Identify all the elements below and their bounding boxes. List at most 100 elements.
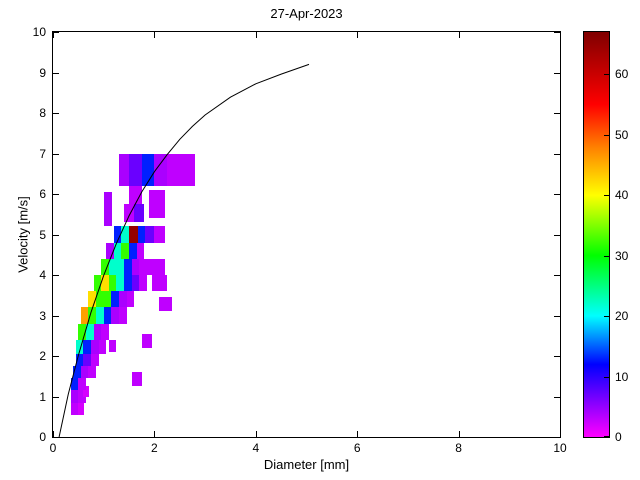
heatmap-cell xyxy=(154,153,168,186)
x-tick-label: 10 xyxy=(553,441,567,455)
heatmap-cell xyxy=(131,258,140,275)
tick-mark xyxy=(53,234,59,236)
tick-mark xyxy=(554,275,560,276)
y-tick-label: 6 xyxy=(39,187,46,201)
heatmap-cell xyxy=(103,191,113,227)
heatmap-cell xyxy=(126,291,135,308)
heatmap-cell xyxy=(83,339,91,354)
heatmap-cell xyxy=(108,339,117,352)
heatmap-cell xyxy=(118,153,130,186)
plot-area xyxy=(52,31,561,438)
heatmap-cell xyxy=(88,366,97,379)
heatmap-cell xyxy=(129,185,142,205)
y-tick-label: 7 xyxy=(39,146,46,161)
heatmap-cell xyxy=(141,333,152,348)
x-tick-label: 0 xyxy=(49,441,57,455)
heatmap-cell xyxy=(123,204,135,223)
colorbar-tick-label: 40 xyxy=(615,188,629,203)
x-tick-label: 2 xyxy=(151,441,158,455)
heatmap-cell xyxy=(70,390,79,403)
heatmap-cell xyxy=(93,275,102,292)
heatmap-cell xyxy=(91,353,99,367)
tick-mark xyxy=(604,195,609,197)
colorbar-tick-label: 50 xyxy=(615,127,629,142)
tick-mark xyxy=(53,437,59,438)
heatmap-cell xyxy=(75,353,84,367)
tick-mark xyxy=(357,32,359,38)
tick-mark xyxy=(554,396,560,398)
tick-mark xyxy=(604,134,609,136)
tick-mark xyxy=(554,113,560,114)
tick-mark xyxy=(53,356,59,357)
tick-mark xyxy=(53,32,59,33)
heatmap-cell xyxy=(73,366,81,379)
heatmap-cell xyxy=(167,153,180,186)
heatmap-cell xyxy=(129,226,138,243)
heatmap-cell xyxy=(129,242,137,259)
heatmap-cell xyxy=(101,258,109,275)
tick-mark xyxy=(554,315,560,317)
tick-mark xyxy=(604,255,609,257)
y-tick-label: 2 xyxy=(39,349,46,363)
tick-mark xyxy=(560,32,561,38)
tick-mark xyxy=(53,275,59,276)
y-tick-label: 10 xyxy=(32,25,46,39)
tick-mark xyxy=(554,153,560,155)
chart-title: 27-Apr-2023 xyxy=(270,6,343,21)
heatmap-cell xyxy=(80,307,89,324)
heatmap-cell xyxy=(103,291,112,308)
heatmap-cell xyxy=(159,297,173,312)
heatmap-cell xyxy=(123,258,132,275)
heatmap-cell xyxy=(149,258,165,275)
x-axis-label: Diameter [mm] xyxy=(263,457,350,472)
heatmap-cell xyxy=(179,153,195,186)
heatmap-cell xyxy=(118,291,127,308)
heatmap-cell xyxy=(111,291,119,308)
heatmap-cell xyxy=(75,339,84,354)
heatmap-cell xyxy=(141,153,155,186)
heatmap-cell xyxy=(139,275,147,292)
heatmap-cell xyxy=(98,339,107,354)
x-tick-label: 6 xyxy=(353,441,361,455)
heatmap-cell xyxy=(78,402,85,415)
colorbar-tick-label: 10 xyxy=(615,369,629,384)
heatmap-cell xyxy=(149,189,165,219)
tick-mark xyxy=(154,431,156,437)
tick-mark xyxy=(458,431,460,437)
heatmap-cell xyxy=(108,258,117,275)
tick-mark xyxy=(554,194,560,195)
heatmap-cell xyxy=(121,226,130,243)
heatmap-layer xyxy=(53,32,560,437)
tick-mark xyxy=(357,431,359,437)
heatmap-cell xyxy=(145,226,155,243)
heatmap-cell xyxy=(70,378,79,391)
heatmap-cell xyxy=(123,275,132,292)
heatmap-cell xyxy=(106,242,114,259)
heatmap-cell xyxy=(101,275,109,292)
tick-mark xyxy=(604,436,609,437)
heatmap-cell xyxy=(154,226,165,243)
heatmap-cell xyxy=(70,402,79,415)
heatmap-cell xyxy=(83,353,91,367)
tick-mark xyxy=(53,396,59,398)
heatmap-cell xyxy=(103,307,112,324)
heatmap-cell xyxy=(80,366,89,379)
tick-mark xyxy=(53,32,54,38)
heatmap-cell xyxy=(134,204,145,223)
y-tick-label: 5 xyxy=(39,227,46,242)
tick-mark xyxy=(53,72,59,74)
tick-mark xyxy=(604,376,609,378)
heatmap-cell xyxy=(108,275,117,292)
heatmap-cell xyxy=(96,307,104,324)
heatmap-cell xyxy=(88,291,97,308)
heatmap-cell xyxy=(113,242,122,259)
heatmap-cell xyxy=(101,323,109,340)
y-tick-label: 1 xyxy=(39,389,46,404)
tick-mark xyxy=(53,315,59,317)
y-tick-label: 4 xyxy=(39,268,46,282)
heatmap-cell xyxy=(129,153,142,186)
y-tick-label: 3 xyxy=(39,308,46,323)
tick-mark xyxy=(255,32,257,38)
heatmap-cell xyxy=(121,242,130,259)
heatmap-cell xyxy=(116,258,124,275)
